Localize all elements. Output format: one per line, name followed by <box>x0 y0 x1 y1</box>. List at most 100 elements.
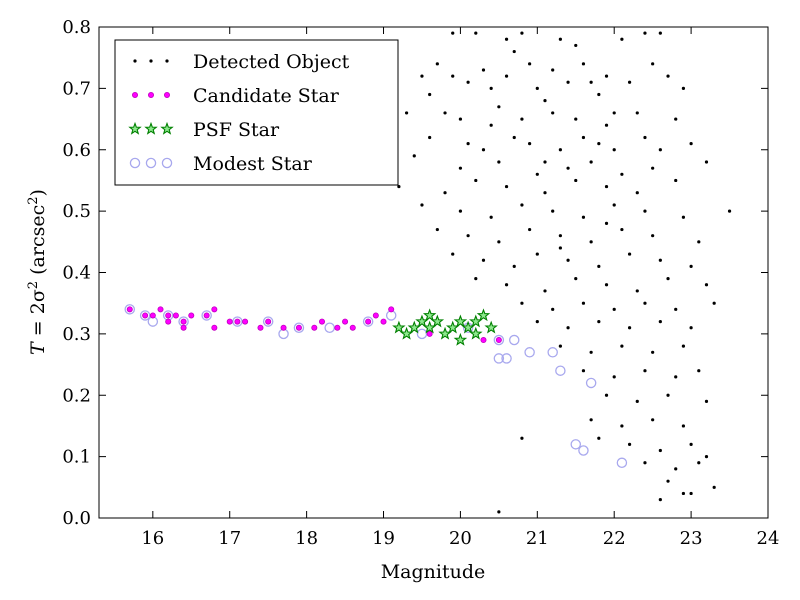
detected-object-point <box>597 142 601 146</box>
candidate-star-point <box>280 324 287 331</box>
detected-object-point <box>497 160 501 164</box>
detected-object-point <box>504 283 509 287</box>
candidate-star-point <box>372 312 379 319</box>
detected-object-point <box>543 99 547 103</box>
modest-star-point <box>524 347 535 358</box>
detected-object-point <box>681 86 686 90</box>
detected-object-point <box>658 148 662 152</box>
detected-object-point <box>497 105 501 109</box>
detected-object-point <box>651 62 655 66</box>
detected-object-point <box>589 80 593 84</box>
legend-marker-psf-star <box>144 121 158 135</box>
detected-object-point <box>589 418 593 422</box>
legend-marker-detected-object <box>165 59 169 63</box>
detected-object-point <box>620 172 624 176</box>
detected-object-point <box>489 123 493 127</box>
detected-object-point <box>566 326 570 330</box>
detected-object-point <box>443 111 447 115</box>
detected-object-point <box>404 111 409 115</box>
detected-object-point <box>474 31 478 35</box>
detected-object-point <box>435 62 439 66</box>
detected-object-point <box>428 92 432 97</box>
plot-marks <box>124 31 732 514</box>
x-tick-label: 20 <box>449 528 472 549</box>
detected-object-point <box>597 92 601 97</box>
detected-object-point <box>712 301 716 305</box>
detected-object-point <box>543 160 547 164</box>
detected-object-point <box>620 227 624 232</box>
detected-object-point <box>727 209 732 213</box>
modest-star-point <box>362 316 374 327</box>
candidate-star-point <box>365 318 372 325</box>
candidate-star-point <box>257 324 264 331</box>
detected-object-point <box>612 307 616 311</box>
detected-object-point <box>520 117 524 121</box>
psf-star-point <box>484 320 498 334</box>
detected-object-point <box>697 461 701 465</box>
legend-marker-detected-object <box>133 59 137 63</box>
y-axis-ticks: 0.0 0.1 0.2 0.3 0.4 0.5 0.6 0.7 0.8 <box>62 17 768 529</box>
x-tick-label: 18 <box>295 528 318 549</box>
candidate-star-point <box>157 306 164 313</box>
candidate-star-point <box>295 324 302 331</box>
detected-object-point <box>651 350 655 354</box>
detected-object-point <box>658 258 662 262</box>
detected-object-point <box>489 86 493 90</box>
detected-object-point <box>689 491 693 496</box>
y-axis-title: T = 2σ2 (arcsec2) <box>26 189 49 355</box>
x-tick-label: 23 <box>680 528 703 549</box>
modest-star-point <box>578 445 589 456</box>
detected-object-point <box>397 184 401 189</box>
psf-star-point <box>476 308 491 322</box>
x-tick-label: 24 <box>757 528 780 549</box>
modest-star-point <box>570 439 582 450</box>
detected-object-point <box>420 74 424 78</box>
detected-object-point <box>681 215 686 219</box>
detected-object-point <box>604 184 609 189</box>
legend-marker-candidate-star <box>147 92 154 99</box>
detected-object-point <box>612 111 616 115</box>
detected-object-point <box>543 289 547 293</box>
detected-object-point <box>581 215 586 219</box>
detected-object-point <box>666 479 670 483</box>
detected-object-point <box>612 148 616 152</box>
detected-object-point <box>512 264 516 268</box>
modest-star-point <box>324 322 335 333</box>
y-axis-title-sup: 2 <box>26 281 41 289</box>
x-tick-label: 19 <box>372 528 395 549</box>
y-tick-label: 0.5 <box>62 201 91 222</box>
y-tick-label: 0.4 <box>62 263 91 284</box>
y-axis-title-close: ) <box>27 189 49 196</box>
detected-object-point <box>612 203 616 207</box>
detected-object-point <box>520 436 524 440</box>
psf-star-point <box>422 320 437 334</box>
y-axis-title-eq: = 2σ <box>27 289 49 342</box>
legend-label-modest-star: Modest Star <box>193 153 313 175</box>
detected-object-point <box>674 307 678 311</box>
detected-object-point <box>574 178 578 183</box>
y-tick-label: 0.1 <box>62 447 91 468</box>
detected-object-point <box>551 68 555 72</box>
detected-object-point <box>481 148 486 152</box>
detected-object-point <box>704 455 709 459</box>
modest-star-point <box>201 310 212 321</box>
detected-object-point <box>558 37 562 41</box>
detected-object-point <box>635 111 639 115</box>
legend-marker-modest-star <box>145 157 157 169</box>
detected-object-point <box>651 418 655 422</box>
detected-object-point <box>643 209 647 213</box>
candidate-star-point <box>165 312 172 319</box>
detected-object-point <box>581 369 586 373</box>
detected-object-point <box>604 393 609 397</box>
detected-object-point <box>643 31 647 35</box>
detected-object-point <box>458 166 463 170</box>
detected-object-point <box>504 184 509 189</box>
legend-label-psf-star: PSF Star <box>193 119 280 141</box>
detected-object-point <box>497 240 501 244</box>
detected-object-point <box>689 326 693 330</box>
detected-object-point <box>589 160 593 164</box>
detected-object-point <box>651 234 655 238</box>
detected-object-point <box>551 111 555 115</box>
modest-star-point <box>616 457 628 469</box>
candidate-star-point <box>172 312 179 319</box>
